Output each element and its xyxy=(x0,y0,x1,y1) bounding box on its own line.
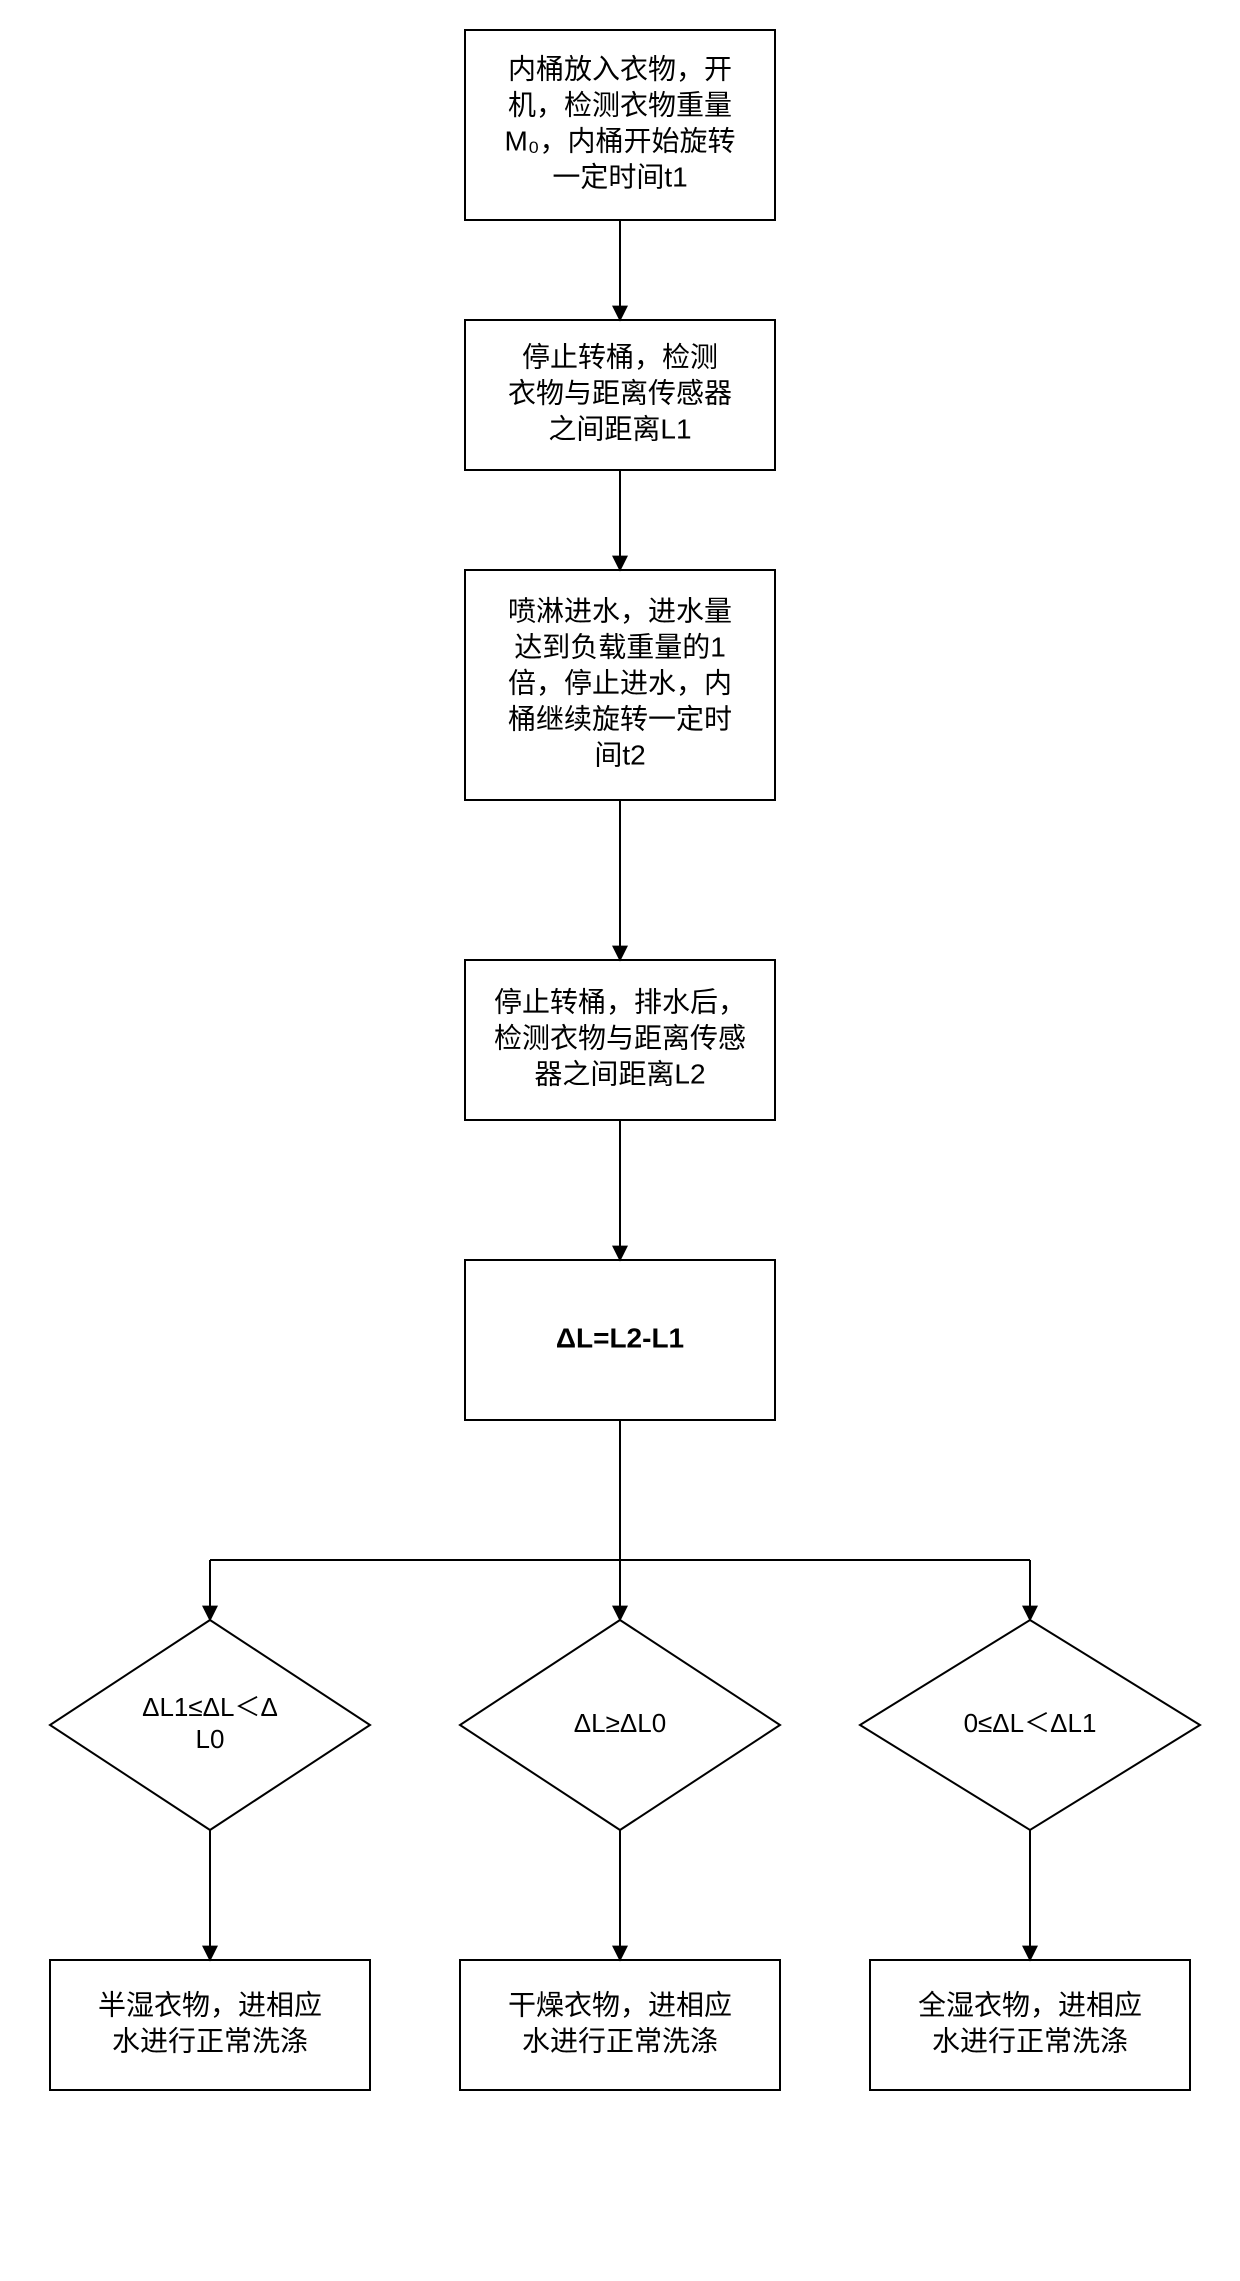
diamond-d2-line-0: ΔL≥ΔL0 xyxy=(574,1708,666,1738)
box-r2: 干燥衣物，进相应水进行正常洗涤 xyxy=(460,1960,780,2090)
box-r1-line-1: 水进行正常洗涤 xyxy=(112,2025,308,2056)
diamond-d3: 0≤ΔL＜ΔL1 xyxy=(860,1620,1200,1830)
box-b2: 停止转桶，检测衣物与距离传感器之间距离L1 xyxy=(465,320,775,470)
box-r3-line-0: 全湿衣物，进相应 xyxy=(918,1989,1142,2020)
box-b3-line-2: 倍，停止进水，内 xyxy=(508,667,732,698)
box-b1: 内桶放入衣物，开机，检测衣物重量 M₀，内桶开始旋转一定时间t1 xyxy=(465,30,775,220)
box-b2-line-2: 之间距离L1 xyxy=(548,413,691,444)
box-b5-line-0: ΔL=L2-L1 xyxy=(556,1322,684,1353)
diamond-d3-line-0: 0≤ΔL＜ΔL1 xyxy=(964,1708,1097,1738)
box-b3-line-1: 达到负载重量的1 xyxy=(514,631,726,662)
box-b1-line-0: 内桶放入衣物，开 xyxy=(508,53,732,84)
box-b1-line-3: 一定时间t1 xyxy=(552,161,687,192)
box-r3: 全湿衣物，进相应水进行正常洗涤 xyxy=(870,1960,1190,2090)
diamond-d2: ΔL≥ΔL0 xyxy=(460,1620,780,1830)
box-b4-line-1: 检测衣物与距离传感 xyxy=(494,1022,746,1053)
box-r2-line-0: 干燥衣物，进相应 xyxy=(508,1989,732,2020)
box-b1-line-2: M₀，内桶开始旋转 xyxy=(505,125,736,156)
diamond-d1-line-0: ΔL1≤ΔL＜Δ xyxy=(142,1692,278,1722)
box-r3-line-1: 水进行正常洗涤 xyxy=(932,2025,1128,2056)
box-b2-line-1: 衣物与距离传感器 xyxy=(508,377,732,408)
box-b5: ΔL=L2-L1 xyxy=(465,1260,775,1420)
box-b4-line-0: 停止转桶，排水后， xyxy=(494,986,746,1017)
box-b2-line-0: 停止转桶，检测 xyxy=(522,341,718,372)
box-b1-line-1: 机，检测衣物重量 xyxy=(508,89,732,120)
box-b3-line-4: 间t2 xyxy=(594,739,645,770)
box-r1: 半湿衣物，进相应水进行正常洗涤 xyxy=(50,1960,370,2090)
box-b4: 停止转桶，排水后， 检测衣物与距离传感器之间距离L2 xyxy=(465,960,775,1120)
box-b3-line-3: 桶继续旋转一定时 xyxy=(508,703,732,734)
box-r1-line-0: 半湿衣物，进相应 xyxy=(98,1989,322,2020)
diamond-d1-line-1: L0 xyxy=(196,1724,225,1754)
box-b3-line-0: 喷淋进水，进水量 xyxy=(508,595,732,626)
box-b3: 喷淋进水，进水量达到负载重量的1 倍，停止进水，内桶继续旋转一定时间t2 xyxy=(465,570,775,800)
box-b4-line-2: 器之间距离L2 xyxy=(534,1058,705,1089)
box-r2-line-1: 水进行正常洗涤 xyxy=(522,2025,718,2056)
diamond-d1: ΔL1≤ΔL＜ΔL0 xyxy=(50,1620,370,1830)
